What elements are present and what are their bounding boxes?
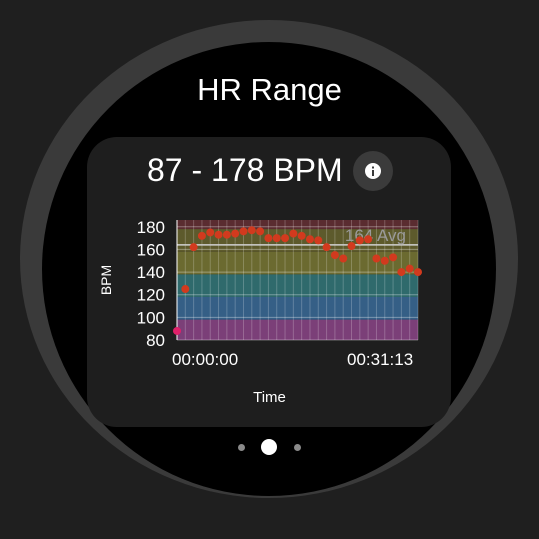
data-point — [314, 236, 323, 245]
data-point — [389, 253, 398, 262]
data-point — [339, 254, 348, 263]
data-point — [214, 230, 223, 239]
data-point — [256, 227, 265, 236]
data-point — [372, 254, 381, 263]
x-axis-title: Time — [253, 389, 286, 406]
data-point — [264, 234, 273, 243]
data-point — [272, 234, 281, 243]
hr-range-value: 87 - 178 BPM — [147, 152, 343, 188]
info-icon — [365, 163, 381, 179]
x-axis-start-label: 00:00:00 — [172, 350, 239, 369]
y-tick-label: 140 — [137, 263, 165, 282]
data-point — [247, 226, 256, 235]
data-point — [397, 268, 406, 277]
x-axis-end-label: 00:31:13 — [347, 350, 414, 369]
data-point — [197, 231, 206, 240]
data-point — [330, 251, 339, 260]
data-point — [322, 243, 331, 252]
page-dot[interactable] — [293, 443, 301, 451]
data-point — [222, 230, 231, 239]
y-tick-label: 160 — [137, 240, 165, 259]
y-tick-label: 120 — [137, 286, 165, 305]
data-point — [414, 268, 422, 277]
data-point — [380, 256, 389, 265]
data-point — [364, 235, 373, 244]
data-point — [305, 235, 314, 244]
y-tick-label: 180 — [137, 218, 165, 237]
zone-band — [177, 274, 418, 297]
zone-band — [177, 251, 418, 275]
data-point — [281, 234, 290, 243]
data-point — [173, 326, 181, 335]
zone-band — [177, 319, 418, 340]
page-dot-active[interactable] — [261, 439, 277, 455]
data-point — [239, 227, 248, 236]
y-tick-label: 80 — [146, 331, 165, 350]
hr-chart: 164 Avg 80 100 120 140 160 180 BPM — [98, 218, 422, 350]
avg-label: 164 Avg — [345, 226, 406, 245]
page-dot[interactable] — [237, 443, 245, 451]
data-point — [181, 285, 190, 294]
y-tick-label: 100 — [137, 308, 165, 327]
zone-band — [177, 220, 418, 230]
zone-band — [177, 296, 418, 320]
data-point — [405, 264, 414, 273]
data-point — [347, 242, 356, 251]
page-title: HR Range — [197, 72, 342, 107]
data-point — [231, 229, 240, 238]
data-point — [206, 228, 215, 237]
data-point — [189, 243, 198, 252]
data-point — [289, 229, 298, 238]
data-point — [297, 231, 306, 240]
data-point — [355, 236, 364, 245]
y-axis-title: BPM — [98, 265, 114, 295]
page-indicator[interactable] — [0, 436, 539, 458]
info-button[interactable] — [353, 151, 393, 191]
